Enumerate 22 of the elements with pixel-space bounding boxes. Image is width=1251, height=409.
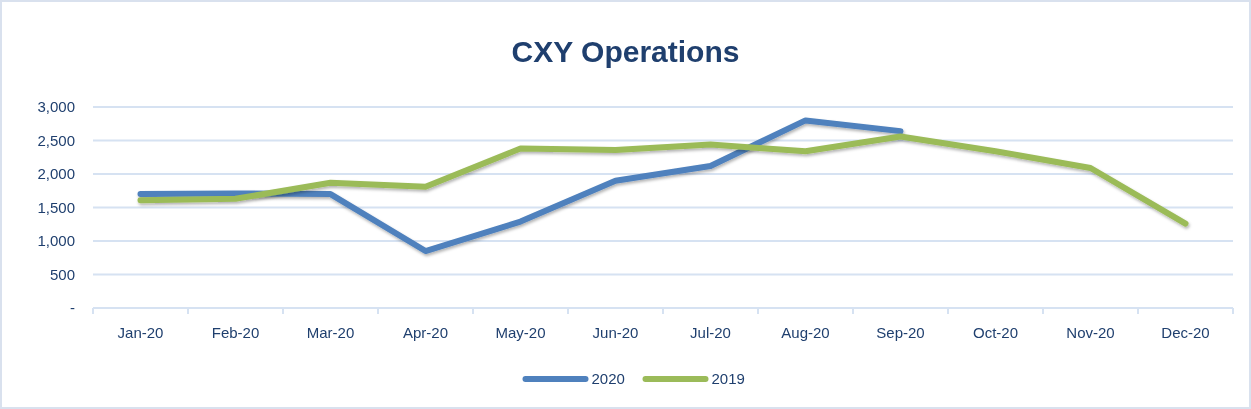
y-tick-label: 2,500 <box>37 131 75 149</box>
x-tick-label: Sep-20 <box>876 324 925 341</box>
x-tick-label: Apr-20 <box>402 324 449 341</box>
y-tick-label: 500 <box>49 265 75 283</box>
legend-label: 2020 <box>591 370 625 388</box>
x-tick-label: May-20 <box>495 324 546 341</box>
legend-label: 2019 <box>711 370 745 388</box>
x-tick-label: Nov-20 <box>1066 324 1115 341</box>
x-tick-label: Feb-20 <box>211 324 260 341</box>
x-tick-label: Oct-20 <box>972 324 1019 341</box>
y-tick-label: 3,000 <box>37 98 75 116</box>
x-tick-label: Dec-20 <box>1161 324 1210 341</box>
y-tick-label: 1,000 <box>37 232 75 250</box>
y-tick-label: 2,000 <box>37 165 75 183</box>
x-tick-label: Mar-20 <box>306 324 355 341</box>
x-tick-label: Jun-20 <box>592 324 639 341</box>
y-tick-label: 1,500 <box>37 198 75 216</box>
x-tick-label: Jul-20 <box>690 324 731 341</box>
x-tick-label: Aug-20 <box>781 324 830 341</box>
y-tick-label: - <box>70 299 75 317</box>
chart-title: CXY Operations <box>511 35 740 68</box>
x-tick-label: Jan-20 <box>117 324 164 341</box>
